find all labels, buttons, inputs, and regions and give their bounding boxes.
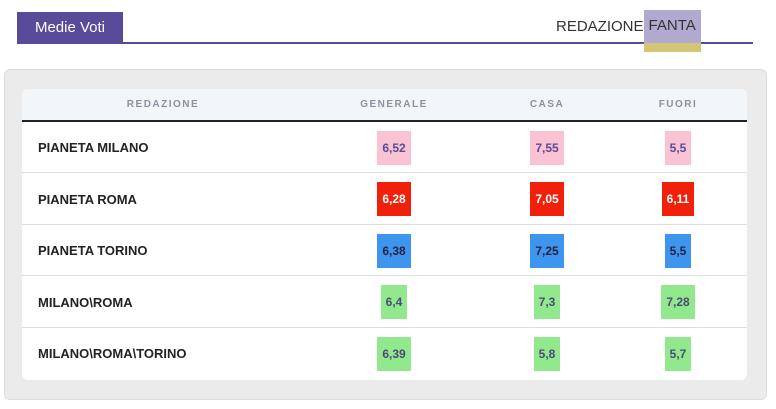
cell-fuori: 5,5: [628, 122, 728, 173]
value-badge-casa: 7,25: [530, 233, 564, 268]
value-badge-generale: 6,38: [377, 233, 411, 268]
column-header-redazione[interactable]: REDAZIONE: [126, 99, 200, 110]
cell-casa: 7,25: [497, 225, 597, 276]
row-name: PIANETA ROMA: [38, 191, 137, 207]
tab-redazione[interactable]: REDAZIONE: [556, 17, 644, 35]
cell-fuori: 5,7: [628, 328, 728, 379]
cell-generale: 6,52: [344, 122, 444, 173]
row-name: PIANETA TORINO: [38, 243, 148, 259]
cell-casa: 7,3: [497, 277, 597, 328]
table-row[interactable]: MILANO\ROMA 6,4 7,3 7,28: [22, 277, 747, 328]
value-badge-fuori: 5,5: [664, 130, 692, 165]
table-header: REDAZIONE GENERALE CASA FUORI: [22, 89, 747, 122]
cell-casa: 7,55: [497, 122, 597, 173]
value-badge-generale: 6,39: [377, 336, 411, 371]
value-badge-generale: 6,4: [380, 285, 408, 320]
value-badge-casa: 5,8: [533, 336, 561, 371]
averages-table: REDAZIONE GENERALE CASA FUORI PIANETA MI…: [22, 89, 747, 380]
cell-generale: 6,28: [344, 174, 444, 225]
column-header-generale[interactable]: GENERALE: [360, 99, 428, 110]
page-title: Medie Voti: [17, 12, 123, 43]
table-row[interactable]: MILANO\ROMA\TORINO 6,39 5,8 5,7: [22, 328, 747, 379]
cell-generale: 6,38: [344, 225, 444, 276]
value-badge-fuori: 5,5: [664, 233, 692, 268]
tab-fanta[interactable]: FANTA: [643, 10, 701, 52]
table-row[interactable]: PIANETA TORINO 6,38 7,25 5,5: [22, 225, 747, 277]
cell-casa: 5,8: [497, 328, 597, 379]
row-name: PIANETA MILANO: [38, 140, 149, 155]
cell-fuori: 7,28: [628, 277, 728, 328]
header-divider: [17, 42, 753, 44]
column-header-casa[interactable]: CASA: [529, 99, 565, 110]
value-badge-generale: 6,28: [377, 182, 411, 217]
cell-generale: 6,39: [344, 328, 444, 379]
value-badge-fuori: 6,11: [661, 182, 695, 217]
cell-fuori: 6,11: [628, 174, 728, 225]
cell-generale: 6,4: [344, 277, 444, 328]
value-badge-casa: 7,3: [533, 285, 561, 320]
cell-fuori: 5,5: [628, 225, 728, 276]
value-badge-casa: 7,55: [530, 130, 564, 165]
column-header-fuori[interactable]: FUORI: [658, 99, 698, 110]
source-tabs: REDAZIONE FANTA: [556, 10, 701, 52]
table-row[interactable]: PIANETA MILANO 6,52 7,55 5,5: [22, 122, 747, 173]
row-name: MILANO\ROMA\TORINO: [38, 346, 187, 362]
value-badge-fuori: 5,7: [664, 336, 692, 371]
table-row[interactable]: PIANETA ROMA 6,28 7,05 6,11: [22, 174, 747, 225]
value-badge-generale: 6,52: [377, 130, 411, 165]
cell-casa: 7,05: [497, 174, 597, 225]
value-badge-fuori: 7,28: [661, 285, 695, 320]
header: Medie Voti REDAZIONE FANTA: [0, 0, 776, 56]
row-name: MILANO\ROMA: [38, 294, 133, 310]
value-badge-casa: 7,05: [530, 182, 564, 217]
